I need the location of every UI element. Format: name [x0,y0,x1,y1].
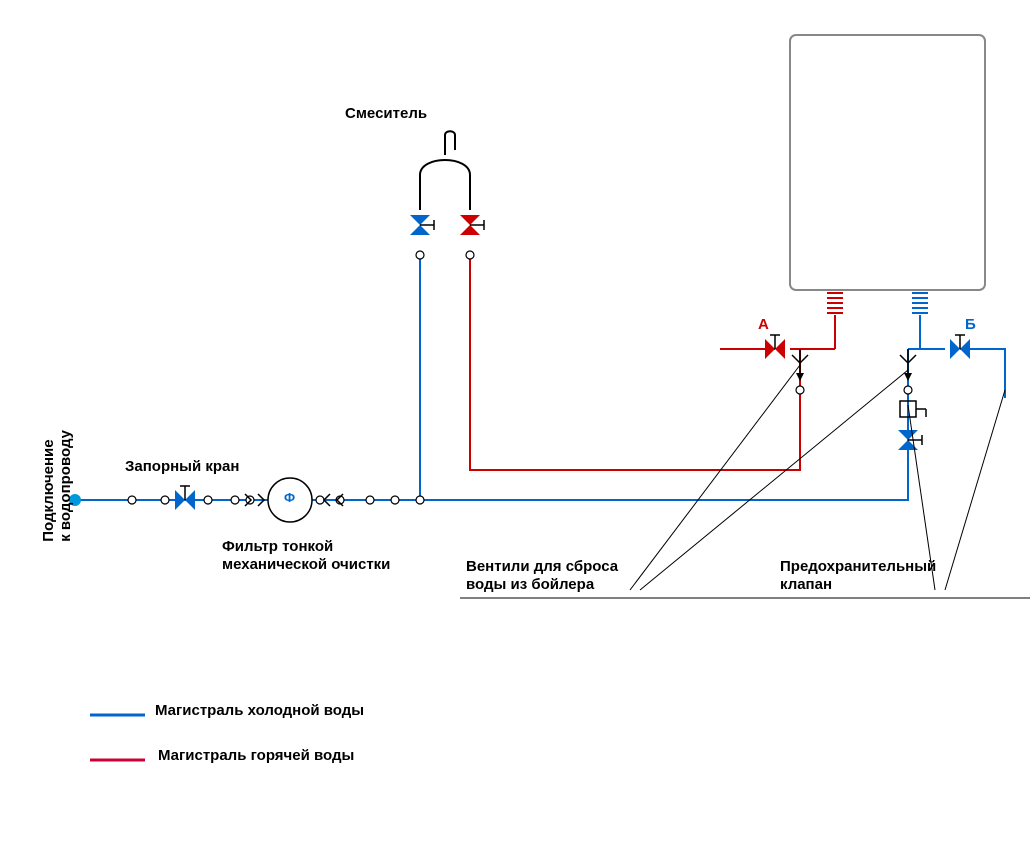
shutoff-label: Запорный кран [125,458,239,475]
connection-label: Подключениек водопроводу [40,430,74,542]
marker-a-label: А [758,316,769,333]
mixer-label: Смеситель [345,105,427,122]
plumbing-diagram [0,0,1033,846]
filter-label: Фильтр тонкоймеханической очистки [222,538,390,574]
legend-cold-label: Магистраль холодной воды [155,702,364,719]
drain-valves-label: Вентили для сбросаводы из бойлера [466,558,618,594]
filter-letter: Ф [284,490,295,505]
marker-b-label: Б [965,316,976,333]
safety-valve-label: Предохранительныйклапан [780,558,936,594]
legend-hot-label: Магистраль горячей воды [158,747,354,764]
